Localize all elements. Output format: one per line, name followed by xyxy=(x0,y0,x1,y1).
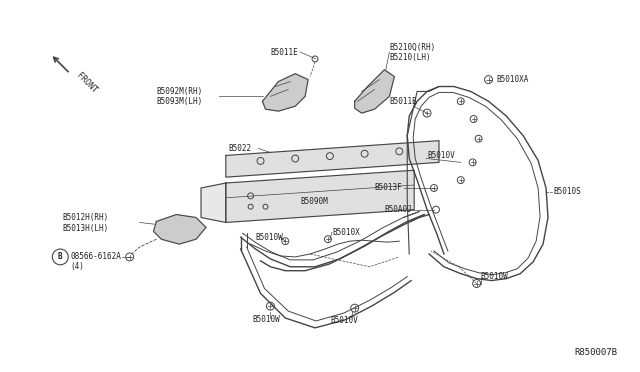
Text: B5010V: B5010V xyxy=(330,317,358,326)
Polygon shape xyxy=(154,215,206,244)
Polygon shape xyxy=(226,170,414,222)
Text: B5010W: B5010W xyxy=(255,233,284,242)
Text: B5011B: B5011B xyxy=(389,97,417,106)
Text: B5013F: B5013F xyxy=(374,183,403,192)
Text: B5010W: B5010W xyxy=(253,315,280,324)
Text: B5090M: B5090M xyxy=(300,197,328,206)
Text: B50A0J: B50A0J xyxy=(385,205,412,214)
Text: B5010XA: B5010XA xyxy=(497,75,529,84)
Text: B5011E: B5011E xyxy=(271,48,298,57)
Text: B5010V: B5010V xyxy=(427,151,455,160)
Polygon shape xyxy=(201,183,226,222)
Text: B5022: B5022 xyxy=(228,144,252,153)
Text: FRONT: FRONT xyxy=(74,71,98,96)
Text: B5013H(LH): B5013H(LH) xyxy=(62,224,109,233)
Polygon shape xyxy=(226,141,439,177)
Text: R850007B: R850007B xyxy=(574,349,618,357)
Text: B5210(LH): B5210(LH) xyxy=(389,54,431,62)
Text: (4): (4) xyxy=(70,262,84,271)
Text: B5012H(RH): B5012H(RH) xyxy=(62,213,109,222)
Polygon shape xyxy=(262,74,308,111)
Polygon shape xyxy=(355,70,394,113)
Text: B5010X: B5010X xyxy=(332,228,360,237)
Text: B5010W: B5010W xyxy=(481,272,508,281)
Text: B5092M(RH): B5092M(RH) xyxy=(156,87,203,96)
Text: B5093M(LH): B5093M(LH) xyxy=(156,97,203,106)
Text: B5210Q(RH): B5210Q(RH) xyxy=(389,43,436,52)
Text: B: B xyxy=(58,253,63,262)
Text: 08566-6162A: 08566-6162A xyxy=(70,253,121,262)
Text: B5010S: B5010S xyxy=(553,187,580,196)
